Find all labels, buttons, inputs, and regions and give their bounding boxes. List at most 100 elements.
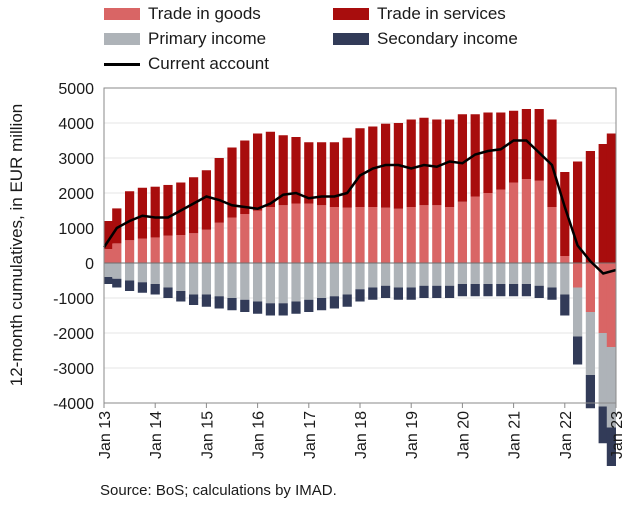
legend-primary: Primary income <box>104 28 266 50</box>
y-axis-label: 12-month cumulatives, in EUR million <box>7 104 26 387</box>
bar-primary-income <box>278 263 288 304</box>
bar-secondary-income <box>112 278 122 288</box>
bar-secondary-income <box>150 284 160 295</box>
bar-trade-in-services <box>316 142 327 206</box>
bar-trade-in-goods <box>457 201 468 263</box>
bar-primary-income <box>163 263 173 288</box>
bar-trade-in-goods <box>521 179 532 263</box>
bar-primary-income <box>291 263 301 302</box>
bar-trade-in-services <box>508 110 519 183</box>
bar-primary-income <box>406 263 416 288</box>
y-tick-label: 1000 <box>58 221 94 238</box>
bar-secondary-income <box>124 280 135 291</box>
bar-primary-income <box>606 347 616 428</box>
bar-trade-in-goods <box>112 243 122 263</box>
bar-trade-in-goods <box>278 205 288 263</box>
bar-secondary-income <box>547 287 557 300</box>
bar-trade-in-services <box>278 135 288 206</box>
bar-primary-income <box>368 263 378 288</box>
bar-trade-in-services <box>457 114 468 202</box>
bar-primary-income <box>560 263 570 295</box>
x-tick-label: Jan 16 <box>251 411 268 459</box>
bar-trade-in-goods <box>163 235 173 263</box>
bar-trade-in-goods <box>547 207 557 263</box>
bar-secondary-income <box>342 294 352 307</box>
x-tick-label: Jan 17 <box>302 411 319 459</box>
bar-primary-income <box>316 263 327 298</box>
bar-trade-in-goods <box>606 263 616 347</box>
bar-series <box>104 109 616 466</box>
bar-trade-in-services <box>606 133 616 263</box>
bar-trade-in-goods <box>598 263 608 333</box>
bar-trade-in-goods <box>508 182 519 263</box>
bar-trade-in-goods <box>355 207 365 263</box>
bar-secondary-income <box>419 285 429 298</box>
bar-secondary-income <box>329 296 340 309</box>
bar-trade-in-services <box>368 126 378 207</box>
bar-secondary-income <box>368 287 378 300</box>
bar-trade-in-services <box>214 158 224 223</box>
plot-area <box>102 87 617 466</box>
bar-trade-in-services <box>176 182 186 235</box>
current-account-line <box>102 139 617 275</box>
y-tick-label: 2000 <box>58 186 94 203</box>
bar-trade-in-services <box>406 119 416 207</box>
y-tick-label: -4000 <box>53 396 94 413</box>
bar-primary-income <box>201 263 212 295</box>
bar-primary-income <box>124 263 135 281</box>
bar-trade-in-goods <box>393 208 404 263</box>
bar-secondary-income <box>304 299 314 312</box>
y-tick-label: -1000 <box>53 291 94 308</box>
bar-primary-income <box>521 263 532 284</box>
bar-secondary-income <box>355 289 365 302</box>
bar-trade-in-services <box>560 172 570 256</box>
bar-trade-in-services <box>304 142 314 204</box>
legend-goods: Trade in goods <box>104 3 261 25</box>
bar-primary-income <box>496 263 506 284</box>
bar-trade-in-services <box>572 161 583 263</box>
bar-secondary-income <box>457 284 468 297</box>
bar-primary-income <box>444 263 455 286</box>
bar-primary-income <box>572 287 583 337</box>
bar-trade-in-services <box>137 187 148 239</box>
bar-trade-in-goods <box>560 256 570 263</box>
bar-trade-in-goods <box>104 249 114 263</box>
bar-secondary-income <box>521 284 532 297</box>
bar-secondary-income <box>265 303 276 316</box>
bar-secondary-income <box>508 284 519 297</box>
bar-primary-income <box>393 263 404 288</box>
bar-trade-in-goods <box>188 233 199 263</box>
legend-swatch-goods <box>104 8 140 20</box>
bar-trade-in-goods <box>291 203 301 263</box>
bar-primary-income <box>380 263 391 286</box>
bar-trade-in-services <box>201 170 212 230</box>
bar-trade-in-goods <box>265 207 276 263</box>
legend-swatch-secondary <box>333 33 369 45</box>
bar-secondary-income <box>176 291 186 302</box>
bar-trade-in-goods <box>240 214 250 263</box>
bar-primary-income <box>150 263 160 284</box>
bar-trade-in-goods <box>227 217 237 263</box>
legend-swatch-services <box>333 8 369 20</box>
bar-trade-in-services <box>124 191 135 241</box>
bar-primary-income <box>419 263 429 286</box>
bar-trade-in-services <box>598 144 608 263</box>
bar-trade-in-goods <box>534 180 544 263</box>
bar-primary-income <box>252 263 263 302</box>
bar-trade-in-services <box>355 128 365 207</box>
y-tick-labels: 5000 4000 3000 2000 1000 0 -1000 -2000 -3000 -400… <box>53 81 94 413</box>
bar-trade-in-goods <box>316 205 327 263</box>
bar-trade-in-goods <box>201 229 212 263</box>
bar-secondary-income <box>240 299 250 312</box>
bar-secondary-income <box>534 285 544 298</box>
bar-primary-income <box>104 263 114 277</box>
bar-trade-in-services <box>112 208 122 244</box>
x-tick-label: Jan 19 <box>404 411 421 459</box>
bar-trade-in-goods <box>176 235 186 263</box>
bar-secondary-income <box>214 296 224 309</box>
bar-secondary-income <box>201 294 212 307</box>
legend-label-primary: Primary income <box>148 29 267 48</box>
bar-primary-income <box>342 263 352 295</box>
y-tick-label: 0 <box>85 256 94 273</box>
